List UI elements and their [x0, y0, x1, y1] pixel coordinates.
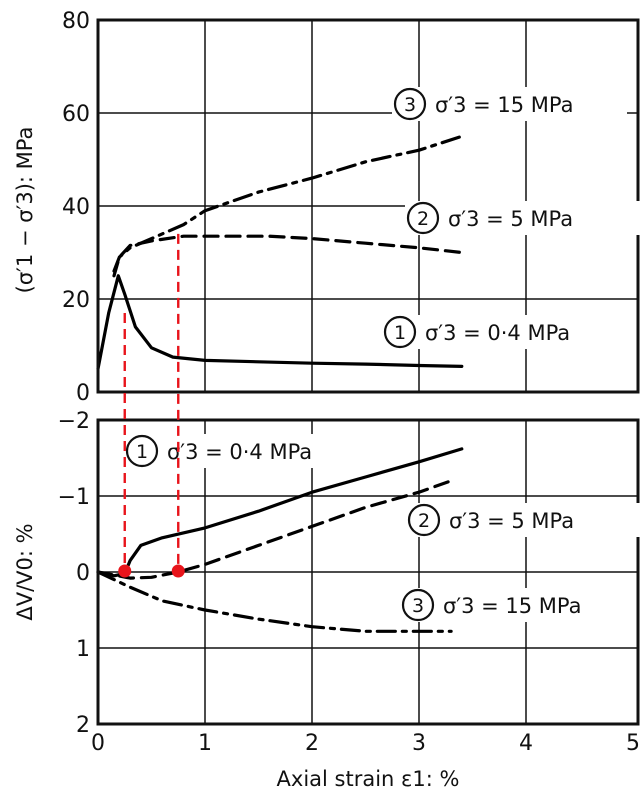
series-number-circle	[407, 503, 441, 537]
annotation-background	[406, 503, 640, 537]
y-tick-label: 0	[76, 561, 90, 586]
series-number-label: 2	[418, 510, 430, 532]
red-marker-dot	[118, 564, 132, 578]
series-number-label: 1	[394, 322, 406, 344]
y-tick-label: −1	[58, 485, 90, 510]
series-number-label: 1	[136, 441, 148, 463]
annotation-background	[405, 201, 640, 235]
x-tick-label: 5	[626, 731, 640, 756]
series-number-circle	[406, 201, 440, 235]
grid-lines	[98, 20, 638, 724]
series-condition-label: σ′3 = 0·4 MPa	[167, 440, 312, 464]
annotation-background	[392, 87, 627, 121]
x-tick-label: 4	[519, 731, 533, 756]
y-tick-label: 80	[62, 9, 90, 34]
y-tick-label: 20	[62, 288, 90, 313]
y-tick-label: 60	[62, 102, 90, 127]
series-line-3-volumetric	[96, 570, 453, 633]
series-condition-label: σ′3 = 0·4 MPa	[425, 321, 570, 345]
annotation-background	[382, 315, 617, 349]
x-axis-label: Axial strain ε1: %	[277, 767, 460, 791]
bottom-y-axis-label: ΔV/V0: %	[13, 523, 37, 620]
series-number-circle	[401, 588, 435, 622]
y-tick-label: 0	[76, 381, 90, 406]
series-line-3-deviator	[112, 134, 464, 273]
axis-labels: (σ′1 − σ′3): MPa ΔV/V0: % Axial strain ε…	[13, 127, 459, 791]
series-number-circle	[125, 434, 159, 468]
x-tick-label: 2	[305, 731, 319, 756]
y-tick-label: 40	[62, 195, 90, 220]
data-series	[96, 134, 464, 633]
series-number-circle	[383, 315, 417, 349]
series-condition-label: σ′3 = 5 MPa	[448, 207, 573, 231]
series-line-1-deviator	[96, 274, 464, 371]
annotation-background	[124, 434, 359, 468]
series-number-circle	[393, 87, 427, 121]
series-condition-label: σ′3 = 5 MPa	[449, 509, 574, 533]
series-annotations: 1 σ′3 = 0·4 MPa 2 σ′3 = 5 MPa 3 σ′3 = 15 MPa 1…	[124, 87, 640, 622]
top-y-axis-label: (σ′1 − σ′3): MPa	[13, 127, 37, 294]
x-tick-label: 0	[91, 731, 105, 756]
x-tick-label: 1	[198, 731, 212, 756]
red-marker-dot	[171, 564, 185, 578]
y-tick-label: −2	[58, 409, 90, 434]
series-number-label: 2	[417, 208, 429, 230]
series-number-label: 3	[412, 595, 424, 617]
series-number-label: 3	[404, 94, 416, 116]
red-guide-overlay	[118, 233, 185, 578]
y-tick-label: 2	[76, 713, 90, 738]
x-tick-label: 3	[412, 731, 426, 756]
annotation-background	[400, 588, 635, 622]
bottom-panel-frame	[96, 418, 640, 726]
series-line-2-deviator	[112, 234, 464, 278]
y-tick-label: 1	[76, 637, 90, 662]
series-condition-label: σ′3 = 15 MPa	[435, 93, 574, 117]
series-line-2-volumetric	[96, 479, 453, 580]
series-condition-label: σ′3 = 15 MPa	[443, 594, 582, 618]
